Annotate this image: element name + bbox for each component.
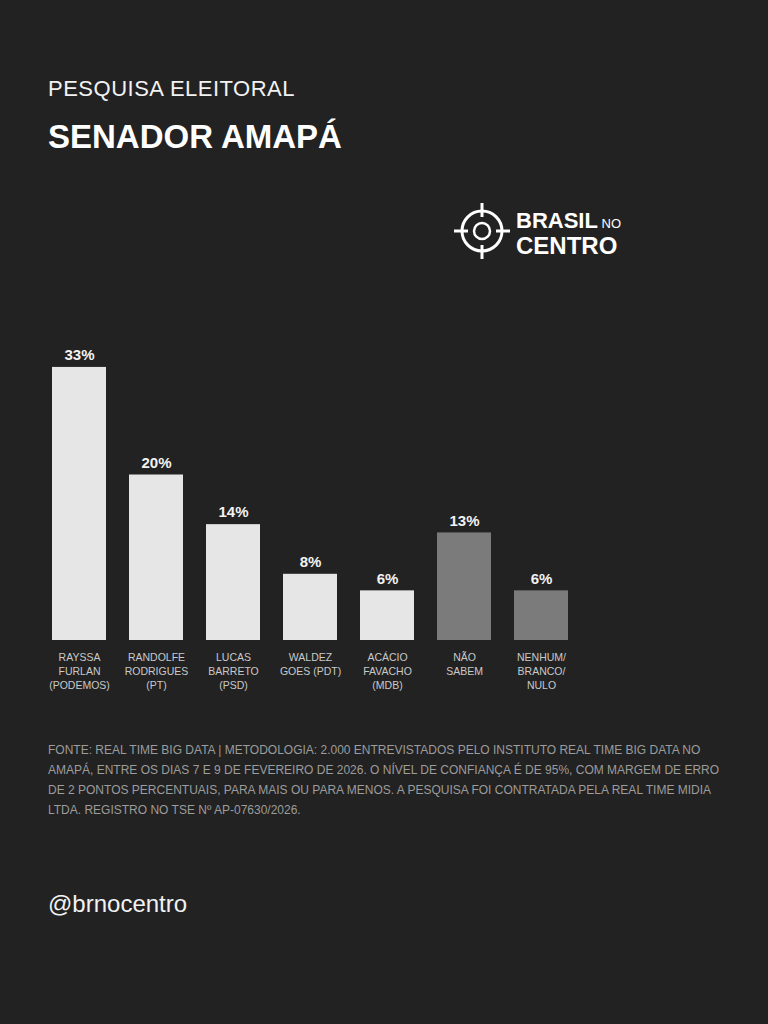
svg-text:RAYSSAFURLAN(PODEMOS): RAYSSAFURLAN(PODEMOS) <box>49 651 110 691</box>
html-text:SENADOR AMAPÁ: SENADOR AMAPÁ <box>48 118 342 155</box>
svg-text:NENHUM/BRANCO/NULO: NENHUM/BRANCO/NULO <box>517 651 566 691</box>
svg-text:33%: 33% <box>64 346 94 363</box>
svg-text:6%: 6% <box>377 570 399 587</box>
svg-text:CENTRO: CENTRO <box>516 232 617 259</box>
svg-text:14%: 14% <box>218 503 248 520</box>
svg-text:RANDOLFERODRIGUES(PT): RANDOLFERODRIGUES(PT) <box>125 651 189 691</box>
svg-text:WALDEZGOES (PDT): WALDEZGOES (PDT) <box>280 651 341 677</box>
html-text:@brnocentro: @brnocentro <box>48 890 188 917</box>
svg-text:13%: 13% <box>449 512 479 529</box>
svg-text:20%: 20% <box>141 454 171 471</box>
svg-text:8%: 8% <box>300 553 322 570</box>
svg-text:6%: 6% <box>531 570 553 587</box>
svg-text:BRASIL NO: BRASIL NO <box>516 208 621 233</box>
svg-text:NÃOSABEM: NÃOSABEM <box>446 651 483 677</box>
html-text:PESQUISA ELEITORAL: PESQUISA ELEITORAL <box>48 76 295 101</box>
svg-text:ACÁCIOFAVACHO(MDB): ACÁCIOFAVACHO(MDB) <box>363 651 412 691</box>
html-text:FONTE: REAL TIME BIG DATA | ME: FONTE: REAL TIME BIG DATA | METODOLOGIA:… <box>48 743 720 817</box>
svg-text:LUCASBARRETO(PSD): LUCASBARRETO(PSD) <box>208 651 259 691</box>
